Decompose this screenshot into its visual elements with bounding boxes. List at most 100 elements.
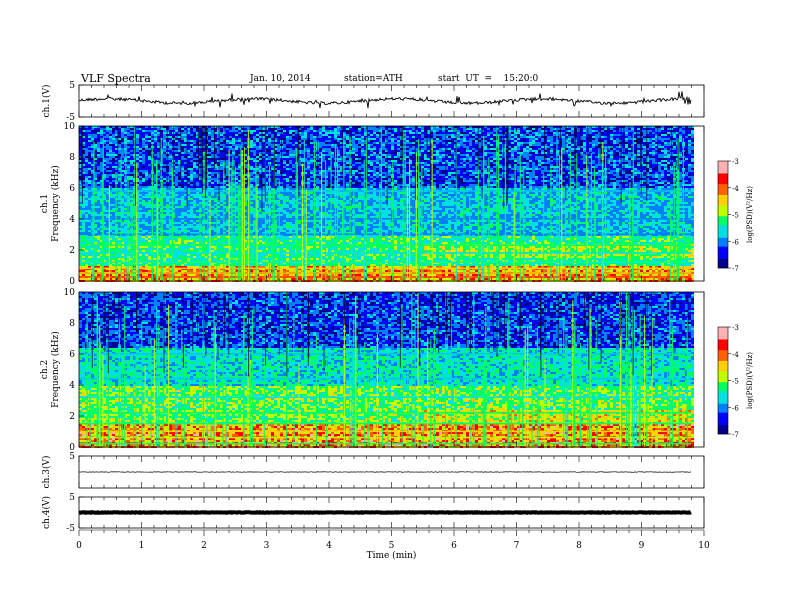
spectrogram-cell [196, 136, 199, 138]
spectrogram-cell [253, 140, 256, 142]
spectrogram-cell [148, 172, 151, 174]
spectrogram-cell [181, 254, 184, 256]
spectrogram-cell [130, 154, 133, 156]
spectrogram-cell [217, 212, 220, 214]
spectrogram-cell [253, 146, 256, 148]
spectrogram-cell [127, 166, 130, 168]
spectrogram-cell [154, 202, 157, 204]
spectrogram-cell [193, 162, 196, 164]
spectrogram-cell [127, 168, 130, 170]
spectrogram-cell [193, 134, 196, 136]
spectrogram-cell [136, 144, 139, 146]
spectrogram-cell [106, 220, 109, 222]
spectrogram-cell [253, 208, 256, 210]
spectrogram-cell [211, 220, 214, 222]
spectrogram-cell [79, 162, 82, 164]
spectrogram-cell [250, 128, 253, 130]
spectrogram-cell [220, 128, 223, 130]
spectrogram-cell [130, 278, 133, 280]
spectrogram-cell [220, 196, 223, 198]
spectrogram-cell [178, 216, 181, 218]
spectrogram-cell [238, 170, 241, 172]
spectrogram-cell [175, 206, 178, 208]
spectrogram-cell [103, 140, 106, 142]
spectrogram-cell [94, 140, 97, 142]
spectrogram-cell [232, 152, 235, 154]
spectrogram-cell [199, 152, 202, 154]
spectrogram-cell [112, 168, 115, 170]
spectrogram-cell [250, 146, 253, 148]
spectrogram-cell [163, 132, 166, 134]
spectrogram-cell [193, 232, 196, 234]
spectrogram-cell [208, 170, 211, 172]
spectrogram-cell [220, 178, 223, 180]
spectrogram-cell [214, 182, 217, 184]
spectrogram-cell [100, 186, 103, 188]
spectrogram-cell [82, 194, 85, 196]
spectrogram-cell [148, 260, 151, 262]
spectrogram-cell [130, 194, 133, 196]
spectrogram-cell [250, 248, 253, 250]
spectrogram-cell [190, 230, 193, 232]
spectrogram-cell [238, 136, 241, 138]
spectrogram-cell [100, 274, 103, 276]
spectrogram-cell [91, 176, 94, 178]
spectrogram-cell [229, 230, 232, 232]
spectrogram-cell [250, 204, 253, 206]
spectrogram-cell [148, 232, 151, 234]
spectrogram-cell [193, 144, 196, 146]
spectrogram-cell [106, 274, 109, 276]
spectrogram-cell [202, 146, 205, 148]
spectrogram-cell [145, 230, 148, 232]
spectrogram-cell [259, 128, 262, 130]
spectrogram-cell [214, 236, 217, 238]
spectrogram-cell [244, 254, 247, 256]
spectrogram-cell [244, 256, 247, 258]
spectrogram-cell [217, 246, 220, 248]
spectrogram-cell [253, 132, 256, 134]
spectrogram-cell [145, 162, 148, 164]
spectrogram-cell [112, 210, 115, 212]
spectrogram-cell [184, 196, 187, 198]
spectrogram-cell [205, 264, 208, 266]
spectrogram-cell [136, 196, 139, 198]
spectrogram-cell [256, 140, 259, 142]
spectrogram-cell [139, 208, 142, 210]
spectrogram-cell [166, 270, 169, 272]
spectrogram-cell [112, 132, 115, 134]
spectrogram-cell [79, 136, 82, 138]
spectrogram-cell [130, 176, 133, 178]
spectrogram-cell [187, 212, 190, 214]
spectrogram-cell [235, 224, 238, 226]
spectrogram-cell [184, 278, 187, 280]
spectrogram-cell [250, 260, 253, 262]
spectrogram-cell [199, 178, 202, 180]
spectrogram-cell [175, 152, 178, 154]
spectrogram-cell [208, 176, 211, 178]
spectrogram-cell [193, 230, 196, 232]
spectrogram-cell [226, 210, 229, 212]
spectrogram-cell [88, 270, 91, 272]
spectrogram-cell [157, 226, 160, 228]
spectrogram-cell [79, 198, 82, 200]
spectrogram-cell [187, 236, 190, 238]
spectrogram-cell [169, 264, 172, 266]
spectrogram-cell [178, 212, 181, 214]
spectrogram-cell [94, 230, 97, 232]
spectrogram-cell [202, 134, 205, 136]
spectrogram-cell [112, 162, 115, 164]
spectrogram-cell [232, 230, 235, 232]
spectrogram-cell [88, 168, 91, 170]
spectrogram-cell [238, 144, 241, 146]
spectrogram-cell [154, 136, 157, 138]
spectrogram-cell [166, 200, 169, 202]
spectrogram-cell [238, 132, 241, 134]
spectrogram-cell [124, 134, 127, 136]
spectrogram-cell [106, 148, 109, 150]
spectrogram-cell [118, 162, 121, 164]
spectrogram-cell [148, 144, 151, 146]
spectrogram-cell [232, 236, 235, 238]
spectrogram-cell [103, 194, 106, 196]
spectrogram-cell [112, 170, 115, 172]
spectrogram-cell [205, 254, 208, 256]
